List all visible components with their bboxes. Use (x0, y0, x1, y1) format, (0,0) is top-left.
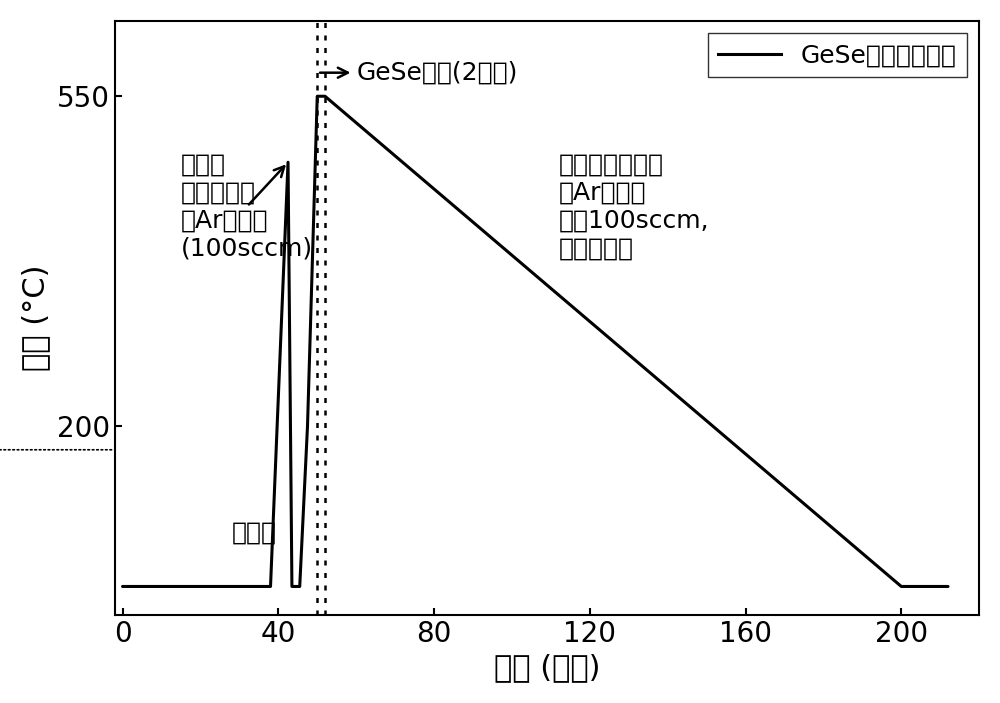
Legend: GeSe粉末加热曲线: GeSe粉末加热曲线 (708, 33, 967, 77)
Text: 将加热炉移开，
通Ar气体，
流速100sccm,
自然冷却。: 将加热炉移开， 通Ar气体， 流速100sccm, 自然冷却。 (559, 153, 709, 260)
Text: GeSe生长(2分钟): GeSe生长(2分钟) (320, 60, 518, 84)
Text: 关泵，
快速升温，
通Ar气体，
(100sccm): 关泵， 快速升温， 通Ar气体， (100sccm) (181, 153, 313, 260)
Y-axis label: 温度 (°C): 温度 (°C) (21, 264, 50, 371)
Text: 抽真空: 抽真空 (232, 520, 277, 545)
X-axis label: 时间 (分钟): 时间 (分钟) (494, 653, 600, 682)
